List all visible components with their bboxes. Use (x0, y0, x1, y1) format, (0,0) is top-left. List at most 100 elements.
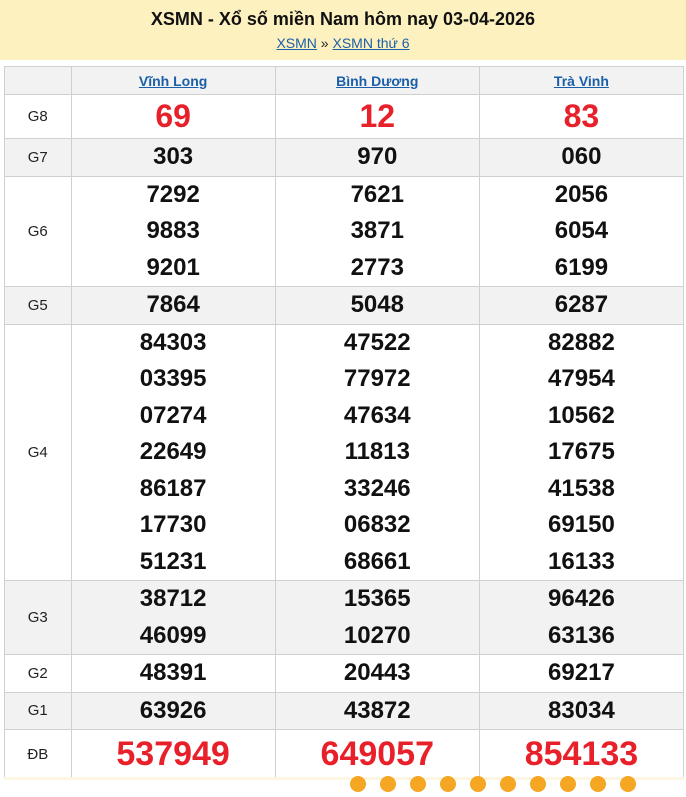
result-number: 9201 (146, 253, 200, 281)
breadcrumb-xsmn[interactable]: XSMN (276, 35, 317, 51)
result-number: 84303 (139, 328, 207, 356)
result-cell: 43872 (274, 691, 480, 730)
result-cell: 48391 (70, 654, 276, 693)
result-number: 17675 (548, 438, 615, 465)
result-cell: 060 (478, 138, 685, 177)
ball-icon (500, 776, 516, 792)
result-cell: 96426 63136 (478, 580, 685, 655)
prize-row: G8 69 12 83 (4, 94, 685, 139)
result-number: 69217 (548, 659, 615, 686)
result-number: 3871 (350, 217, 404, 244)
result-number: 69150 (548, 511, 615, 538)
result-number: 537949 (116, 735, 230, 773)
result-number: 060 (561, 143, 602, 170)
result-cell: 20443 (274, 654, 480, 693)
prize-row: G4 84303 03395 07274 22649 86187 17730 51231 475… (4, 323, 685, 581)
footer-strip (4, 777, 684, 780)
result-number: 9883 (146, 217, 200, 244)
ball-icon (470, 776, 486, 792)
result-cell: 7864 (70, 286, 276, 325)
result-number: 6287 (554, 291, 609, 318)
corner-cell (4, 66, 72, 95)
prize-row: G2 48391 20443 69217 (4, 654, 685, 693)
province-link[interactable]: Vĩnh Long (138, 72, 208, 89)
result-number: 22649 (139, 438, 207, 465)
ball-icon (440, 776, 456, 792)
breadcrumb-separator: » (320, 35, 329, 51)
result-number: 6199 (554, 253, 609, 281)
result-number: 38712 (139, 585, 207, 612)
result-number: 11813 (344, 438, 410, 465)
result-cell: 6287 (478, 286, 685, 325)
province-header-row: Vĩnh Long Bình Dương Trà Vinh (4, 66, 685, 95)
result-cell: 38712 46099 (70, 580, 276, 655)
result-number: 46099 (139, 621, 207, 649)
prize-label: ĐB (4, 729, 72, 780)
result-cell: 83034 (478, 691, 685, 730)
result-cell: 12 (274, 94, 480, 139)
prize-row: G7 303 970 060 (4, 138, 685, 177)
page-title: XSMN - Xổ số miền Nam hôm nay 03-04-2026 (150, 9, 536, 29)
result-number: 17730 (139, 511, 207, 538)
result-number: 6054 (554, 217, 609, 244)
result-number: 07274 (139, 401, 207, 429)
breadcrumb-xsmn-thu-6[interactable]: XSMN thứ 6 (332, 35, 410, 51)
province-link[interactable]: Bình Dương (336, 72, 419, 89)
result-cell: 7621 3871 2773 (274, 175, 480, 287)
prize-label: G7 (4, 138, 72, 177)
result-number: 20443 (343, 659, 411, 686)
number-balls (350, 776, 650, 797)
result-cell: 649057 (274, 729, 480, 780)
result-cell: 82882 47954 10562 17675 41538 69150 16133 (478, 323, 685, 581)
prize-row: ĐB 537949 649057 854133 (4, 729, 685, 780)
result-cell: 15365 10270 (274, 580, 480, 655)
prize-row: G6 7292 9883 9201 7621 3871 2773 2056 6054 6199 (4, 175, 685, 287)
result-number: 68661 (343, 547, 411, 575)
province-header: Bình Dương (274, 66, 480, 95)
header-banner: XSMN - Xổ số miền Nam hôm nay 03-04-2026… (0, 0, 686, 60)
ball-icon (410, 776, 426, 792)
result-number: 854133 (524, 735, 639, 773)
result-number: 649057 (320, 735, 434, 773)
breadcrumb: XSMN » XSMN thứ 6 (0, 35, 686, 51)
results-table: Vĩnh Long Bình Dương Trà Vinh G8 69 12 83 G7… (4, 66, 685, 780)
result-number: 83 (563, 98, 600, 134)
province-link[interactable]: Trà Vinh (553, 72, 609, 89)
result-number: 7864 (146, 291, 200, 318)
result-cell: 63926 (70, 691, 276, 730)
ball-icon (620, 776, 636, 792)
result-cell: 7292 9883 9201 (70, 175, 276, 287)
result-number: 63926 (139, 696, 207, 724)
result-number: 82882 (548, 328, 615, 356)
result-number: 86187 (139, 474, 207, 502)
result-cell: 83 (478, 94, 685, 139)
prize-row: G5 7864 5048 6287 (4, 286, 685, 325)
prize-label: G3 (4, 580, 72, 655)
result-cell: 970 (274, 138, 480, 177)
result-number: 15365 (343, 585, 411, 612)
result-cell: 69 (70, 94, 276, 139)
result-number: 51231 (139, 547, 207, 575)
prize-label: G6 (4, 175, 72, 287)
prize-label: G8 (4, 94, 72, 139)
province-header: Trà Vinh (478, 66, 685, 95)
result-number: 63136 (548, 621, 615, 649)
result-number: 2056 (554, 180, 609, 208)
result-cell: 303 (70, 138, 276, 177)
result-number: 47634 (343, 401, 411, 429)
result-number: 48391 (139, 659, 207, 686)
result-number: 970 (357, 143, 398, 170)
result-number: 41538 (548, 474, 615, 502)
result-number: 303 (153, 143, 194, 170)
result-number: 5048 (350, 291, 404, 318)
result-number: 96426 (548, 585, 615, 612)
result-number: 83034 (548, 696, 615, 724)
result-number: 16133 (548, 547, 615, 575)
prize-row: G1 63926 43872 83034 (4, 691, 685, 730)
result-number: 2773 (350, 253, 404, 281)
ball-icon (380, 776, 396, 792)
result-number: 10562 (548, 401, 615, 429)
result-cell: 5048 (274, 286, 480, 325)
result-cell: 2056 6054 6199 (478, 175, 685, 287)
ball-icon (590, 776, 606, 792)
